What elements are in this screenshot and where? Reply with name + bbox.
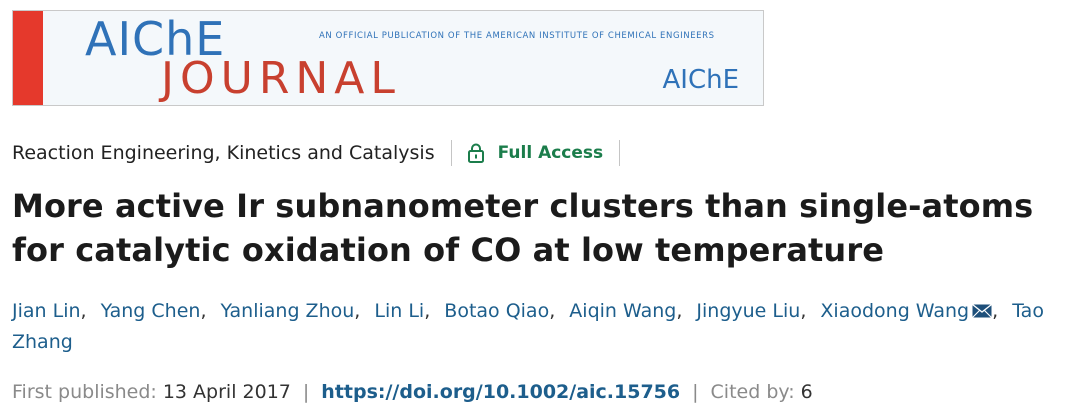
author-name[interactable]: Yanliang Zhou xyxy=(220,300,355,322)
mail-icon[interactable] xyxy=(972,304,993,318)
author-link[interactable]: Jingyue Liu, xyxy=(696,300,807,322)
author-link[interactable]: Aiqin Wang, xyxy=(569,300,683,322)
author-link[interactable]: Jian Lin, xyxy=(12,300,87,322)
author-name[interactable]: Aiqin Wang xyxy=(569,300,677,322)
publication-info: First published: 13 April 2017 | https:/… xyxy=(12,378,813,406)
author-link[interactable]: Yanliang Zhou, xyxy=(220,300,361,322)
author-name[interactable]: Yang Chen xyxy=(100,300,201,322)
author-name[interactable]: Jian Lin xyxy=(12,300,81,322)
author-link[interactable]: Botao Qiao, xyxy=(444,300,556,322)
first-published-date: 13 April 2017 xyxy=(162,381,291,403)
doi-link[interactable]: https://doi.org/10.1002/aic.15756 xyxy=(321,381,681,403)
lock-icon xyxy=(467,143,484,163)
pipe-separator: | xyxy=(302,381,310,403)
author-link[interactable]: Xiaodong Wang, xyxy=(820,300,999,322)
access-badge: Full Access xyxy=(467,143,604,163)
author-name[interactable]: Jingyue Liu xyxy=(696,300,801,322)
author-name[interactable]: Lin Li xyxy=(374,300,425,322)
journal-banner[interactable]: AIChE JOURNAL An Official Publication of… xyxy=(12,10,764,106)
article-title: More active Ir subnanometer clusters tha… xyxy=(12,187,1034,269)
author-name[interactable]: Xiaodong Wang xyxy=(820,300,970,322)
section-line: Reaction Engineering, Kinetics and Catal… xyxy=(12,140,636,166)
pipe-separator: | xyxy=(692,381,699,403)
author-list: Jian Lin, Yang Chen, Yanliang Zhou, Lin … xyxy=(12,296,1062,358)
aiche-brand-logo: AIChE xyxy=(662,65,739,95)
author-name-wrap[interactable]: Tao Zhang xyxy=(12,300,1044,353)
section-link[interactable]: Reaction Engineering, Kinetics and Catal… xyxy=(12,142,435,164)
author-link[interactable]: Lin Li, xyxy=(374,300,431,322)
divider xyxy=(450,140,452,166)
author-link[interactable]: Yang Chen, xyxy=(100,300,207,322)
banner-stripe xyxy=(13,11,43,105)
first-published-label: First published: xyxy=(12,381,157,403)
logo-journal-text: JOURNAL xyxy=(161,53,401,104)
logo-aiche-text: AIChE xyxy=(85,12,226,66)
cited-by-count[interactable]: 6 xyxy=(800,381,813,403)
divider xyxy=(619,140,621,166)
cited-by-label[interactable]: Cited by: xyxy=(710,381,795,403)
access-label: Full Access xyxy=(497,143,604,163)
author-name[interactable]: Botao Qiao xyxy=(444,300,550,322)
banner-tagline: An Official Publication of the American … xyxy=(319,31,715,41)
